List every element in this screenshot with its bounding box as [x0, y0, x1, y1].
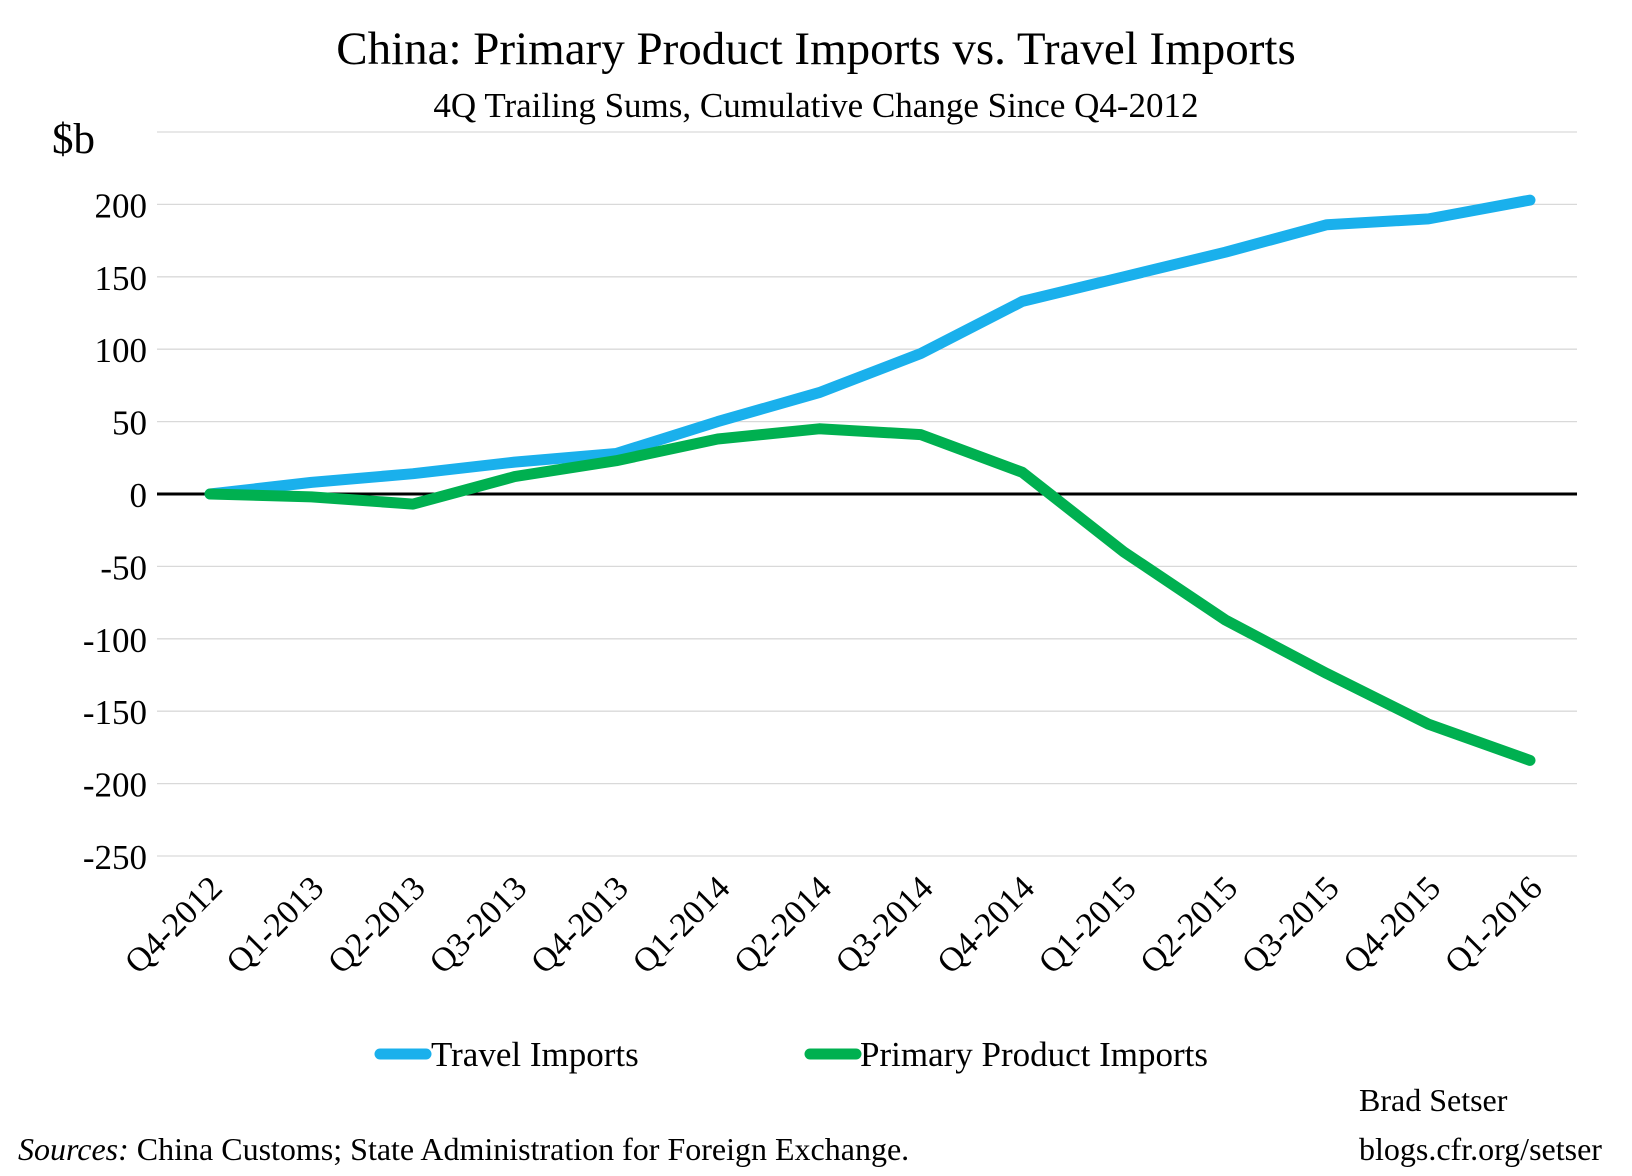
- y-tick-label: -250: [83, 838, 147, 877]
- x-tick-label: Q1-2015: [1032, 869, 1144, 981]
- x-tick-label: Q2-2013: [321, 869, 433, 981]
- x-tick-label: Q3-2015: [1235, 869, 1347, 981]
- x-tick-label: Q2-2014: [727, 869, 839, 981]
- x-tick-label: Q1-2014: [626, 869, 738, 981]
- y-tick-label: -100: [83, 621, 147, 660]
- x-tick-label: Q1-2013: [220, 869, 332, 981]
- legend-label: Travel Imports: [431, 1035, 639, 1074]
- source-note: Sources: China Customs; State Administra…: [18, 1131, 909, 1168]
- x-tick-label: Q1-2016: [1438, 869, 1550, 981]
- chart-subtitle: 4Q Trailing Sums, Cumulative Change Sinc…: [433, 86, 1199, 125]
- source-prefix: Sources:: [18, 1131, 129, 1167]
- series-line-travel-imports: [204, 194, 1536, 500]
- y-tick-label: 100: [95, 331, 148, 370]
- author-credit: Brad Setser: [1359, 1082, 1508, 1118]
- x-tick-label: Q3-2014: [829, 869, 941, 981]
- y-tick-label: 150: [95, 259, 148, 298]
- y-tick-label: -50: [100, 548, 147, 587]
- blog-credit: blogs.cfr.org/setser: [1359, 1131, 1602, 1167]
- y-axis-unit-label: $b: [52, 116, 95, 163]
- y-tick-label: -150: [83, 693, 147, 732]
- legend-label: Primary Product Imports: [860, 1035, 1208, 1074]
- x-tick-label: Q4-2013: [524, 869, 636, 981]
- x-tick-label: Q4-2015: [1336, 869, 1448, 981]
- source-text: China Customs; State Administration for …: [128, 1131, 910, 1167]
- x-tick-label: Q4-2014: [930, 869, 1042, 981]
- y-tick-label: 200: [95, 186, 148, 225]
- chart-title: China: Primary Product Imports vs. Trave…: [336, 23, 1296, 75]
- x-tick-label: Q3-2013: [423, 869, 535, 981]
- x-tick-label: Q4-2012: [118, 869, 230, 981]
- y-tick-label: -200: [83, 766, 147, 805]
- y-tick-label: 50: [112, 404, 147, 443]
- y-tick-label: 0: [130, 476, 148, 515]
- series-line-primary-product-imports: [204, 423, 1536, 766]
- x-tick-label: Q2-2015: [1133, 869, 1245, 981]
